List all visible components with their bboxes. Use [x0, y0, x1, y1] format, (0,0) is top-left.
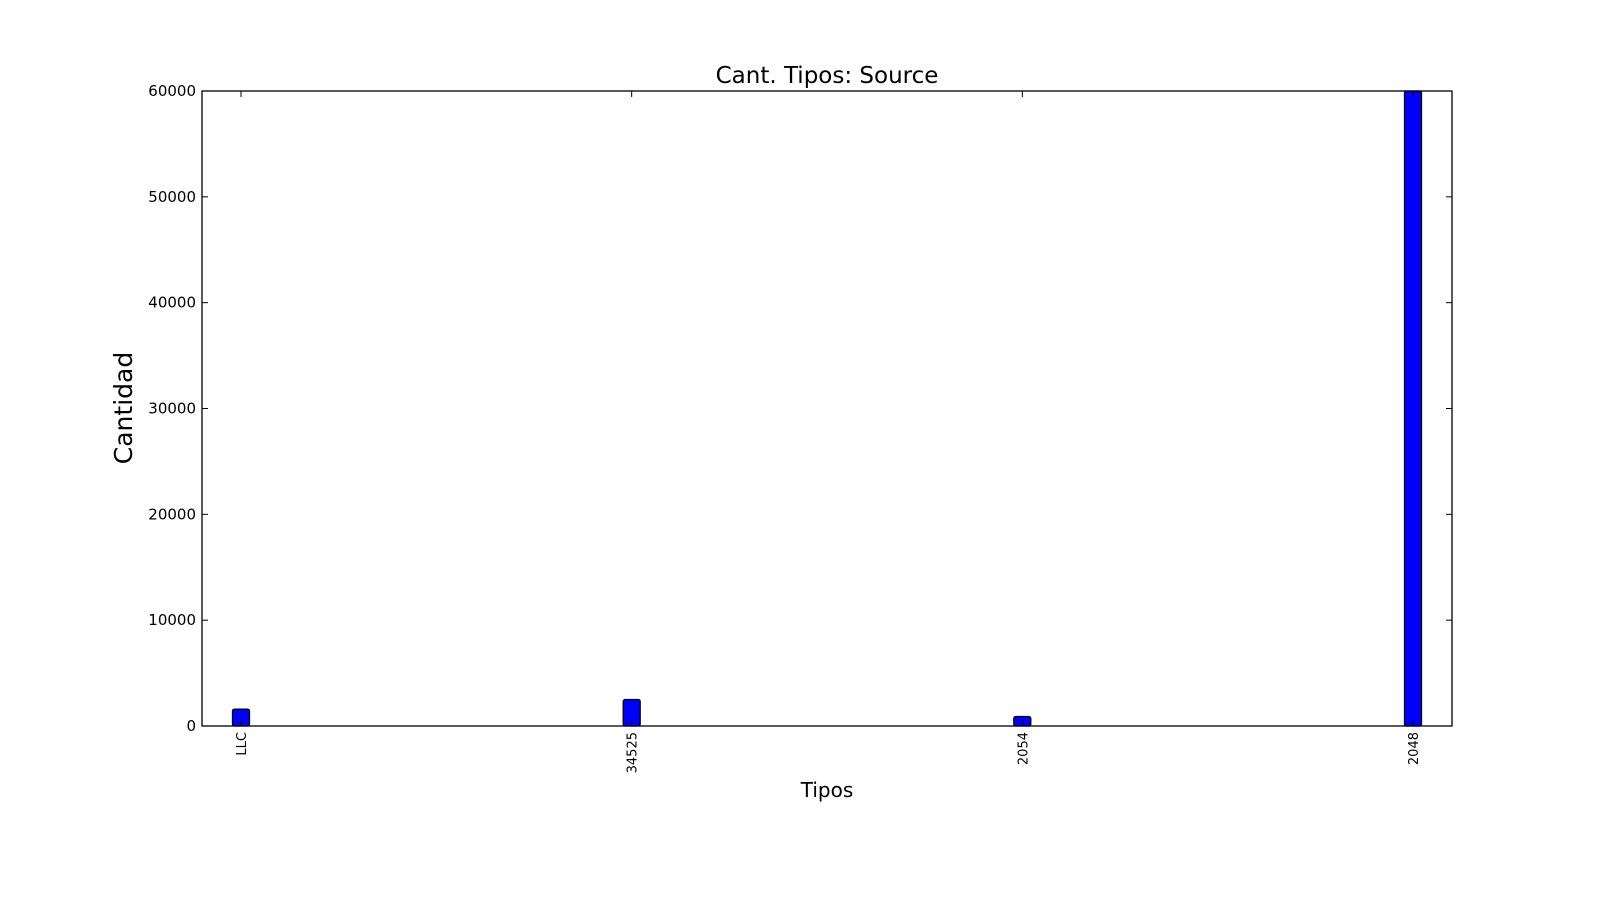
x-tick-label: LLC [235, 732, 250, 756]
chart-title: Cant. Tipos: Source [716, 63, 939, 89]
bar-2048 [1403, 90, 1423, 727]
y-tick-label: 50000 [148, 188, 196, 206]
x-tick-label: 2054 [1016, 732, 1031, 765]
y-tick-label: 40000 [148, 294, 196, 312]
y-tick-label: 10000 [148, 611, 196, 629]
y-tick-label: 20000 [148, 505, 196, 523]
y-tick-label: 0 [186, 717, 196, 735]
x-axis-label: Tipos [800, 778, 854, 802]
x-tick-label: 2048 [1407, 732, 1422, 765]
x-tick-label: 34525 [626, 732, 641, 773]
y-axis-label: Cantidad [109, 352, 138, 464]
y-tick-label: 30000 [148, 400, 196, 418]
x-axis: LLC 34525 2054 2048 [235, 91, 1422, 773]
y-axis: 0 10000 20000 30000 40000 50000 60000 [148, 82, 1452, 735]
y-tick-label: 60000 [148, 82, 196, 100]
